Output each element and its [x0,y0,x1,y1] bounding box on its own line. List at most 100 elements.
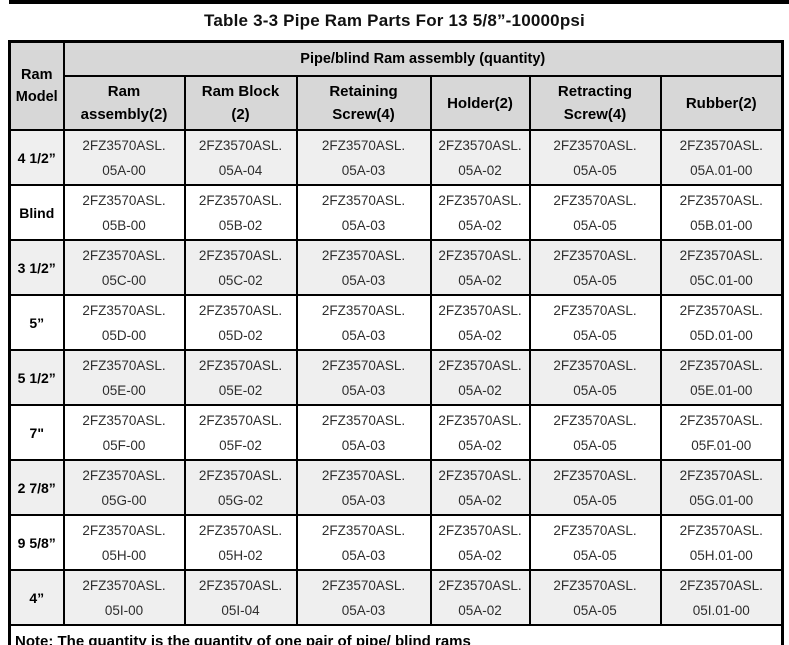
table-row: 4 1/2” 2FZ3570ASL. 05A-00 2FZ3570ASL. 05A-04… [8,129,784,186]
part-cell: 2FZ3570ASL. 05A-05 [528,569,662,626]
row-model-label: 5 1/2” [8,349,65,406]
part-number-suffix: 05A-02 [458,327,502,343]
part-number-prefix: 2FZ3570ASL. [321,192,406,208]
part-number-prefix: 2FZ3570ASL. [438,137,522,153]
part-cell: 2FZ3570ASL. 05A-02 [429,129,531,186]
col-header-line: Holder(2) [447,94,513,112]
part-cell: 2FZ3570ASL. 05A.01-00 [659,129,784,186]
part-number-prefix: 2FZ3570ASL. [679,192,763,208]
part-cell: 2FZ3570ASL. 05A-02 [429,404,531,461]
part-number-prefix: 2FZ3570ASL. [679,137,763,153]
part-number-suffix: 05A-03 [341,602,386,618]
part-number-suffix: 05H-00 [101,547,147,563]
part-cell: 2FZ3570ASL. 05A-03 [295,129,432,186]
part-number-prefix: 2FZ3570ASL. [553,192,637,208]
part-number-prefix: 2FZ3570ASL. [198,577,283,593]
part-number-suffix: 05A-02 [458,547,502,563]
table-row: 4” 2FZ3570ASL. 05I-00 2FZ3570ASL. 05I-04 2FZ3… [8,569,784,626]
part-number-suffix: 05D-02 [218,327,263,343]
part-cell: 2FZ3570ASL. 05A-05 [528,294,662,351]
part-cell: 2FZ3570ASL. 05A-04 [183,129,298,186]
part-number-suffix: 05E-02 [218,382,263,398]
part-number-prefix: 2FZ3570ASL. [82,412,166,428]
part-cell: 2FZ3570ASL. 05A-02 [429,349,531,406]
row-model-label: 2 7/8” [8,459,65,516]
part-number-prefix: 2FZ3570ASL. [321,137,406,153]
part-number-prefix: 2FZ3570ASL. [438,412,522,428]
part-number-prefix: 2FZ3570ASL. [438,577,522,593]
table-row: 9 5/8” 2FZ3570ASL. 05H-00 2FZ3570ASL. 05H-02… [8,514,784,571]
col-header-line: Screw(4) [563,106,627,123]
part-cell: 2FZ3570ASL. 05F-00 [62,404,186,461]
part-cell: 2FZ3570ASL. 05A-02 [429,294,531,351]
table-row: 5 1/2” 2FZ3570ASL. 05E-00 2FZ3570ASL. 05E-02… [8,349,784,406]
part-number-prefix: 2FZ3570ASL. [198,192,283,208]
part-number-suffix: 05A-02 [458,437,502,453]
col-header-line: Rubber(2) [685,94,757,112]
ram-model-header: Ram Model [8,40,65,131]
part-number-suffix: 05A-02 [458,162,502,178]
part-cell: 2FZ3570ASL. 05C-02 [183,239,298,296]
part-cell: 2FZ3570ASL. 05A-03 [295,184,432,241]
part-number-suffix: 05F.01-00 [691,437,752,453]
part-number-prefix: 2FZ3570ASL. [553,247,637,263]
part-number-suffix: 05A-02 [458,272,502,288]
part-number-suffix: 05A-02 [458,602,502,618]
part-number-prefix: 2FZ3570ASL. [321,357,406,373]
table-note: Note: The quantity is the quantity of on… [8,624,784,645]
table-body: 4 1/2” 2FZ3570ASL. 05A-00 2FZ3570ASL. 05A-04… [8,129,784,626]
part-number-prefix: 2FZ3570ASL. [198,302,283,318]
part-cell: 2FZ3570ASL. 05F.01-00 [659,404,784,461]
part-number-suffix: 05A-05 [573,327,617,343]
part-number-prefix: 2FZ3570ASL. [679,302,763,318]
part-number-suffix: 05C-00 [101,272,147,288]
part-number-prefix: 2FZ3570ASL. [82,247,166,263]
part-number-suffix: 05D-00 [101,327,147,343]
part-number-prefix: 2FZ3570ASL. [82,302,166,318]
part-number-suffix: 05B-02 [218,217,263,233]
part-cell: 2FZ3570ASL. 05H-02 [183,514,298,571]
part-number-prefix: 2FZ3570ASL. [198,137,283,153]
part-number-prefix: 2FZ3570ASL. [321,247,406,263]
part-number-suffix: 05B.01-00 [690,217,753,233]
part-number-prefix: 2FZ3570ASL. [438,467,522,483]
part-number-prefix: 2FZ3570ASL. [553,577,637,593]
part-cell: 2FZ3570ASL. 05A-05 [528,129,662,186]
part-cell: 2FZ3570ASL. 05D-02 [183,294,298,351]
part-number-suffix: 05E-00 [102,382,146,398]
part-number-prefix: 2FZ3570ASL. [553,137,637,153]
table-footer: Note: The quantity is the quantity of on… [8,624,784,645]
part-number-prefix: 2FZ3570ASL. [679,412,763,428]
part-number-prefix: 2FZ3570ASL. [438,302,522,318]
part-cell: 2FZ3570ASL. 05G-02 [183,459,298,516]
part-cell: 2FZ3570ASL. 05A-02 [429,569,531,626]
part-number-prefix: 2FZ3570ASL. [82,137,166,153]
part-cell: 2FZ3570ASL. 05A-02 [429,239,531,296]
row-model-label: Blind [8,184,65,241]
col-header-line: Ram Block [201,83,280,100]
part-number-prefix: 2FZ3570ASL. [321,577,406,593]
part-number-prefix: 2FZ3570ASL. [438,357,522,373]
part-number-suffix: 05D.01-00 [689,327,753,343]
part-cell: 2FZ3570ASL. 05A-02 [429,184,531,241]
part-cell: 2FZ3570ASL. 05A-05 [528,184,662,241]
part-number-suffix: 05A-05 [573,272,617,288]
part-number-suffix: 05C-02 [218,272,263,288]
part-number-suffix: 05B-00 [102,217,146,233]
part-number-prefix: 2FZ3570ASL. [553,357,637,373]
group-header-row: Ram Model Pipe/blind Ram assembly (quant… [8,40,784,131]
part-number-suffix: 05A-03 [341,437,386,453]
col-header-line: Ram [107,83,141,100]
part-number-suffix: 05A-03 [341,272,386,288]
table-row: 5” 2FZ3570ASL. 05D-00 2FZ3570ASL. 05D-02 2FZ3… [8,294,784,351]
part-number-suffix: 05A-03 [341,217,386,233]
ram-model-header-line1: Ram [21,67,53,83]
part-number-prefix: 2FZ3570ASL. [679,247,763,263]
part-number-suffix: 05F-02 [219,437,262,453]
col-header-retaining-screw: Retaining Screw(4) [295,75,432,131]
table-row: Blind 2FZ3570ASL. 05B-00 2FZ3570ASL. 05B-02 2… [8,184,784,241]
col-header-line: Screw(4) [332,106,395,123]
part-number-prefix: 2FZ3570ASL. [82,357,166,373]
part-number-prefix: 2FZ3570ASL. [198,522,283,538]
